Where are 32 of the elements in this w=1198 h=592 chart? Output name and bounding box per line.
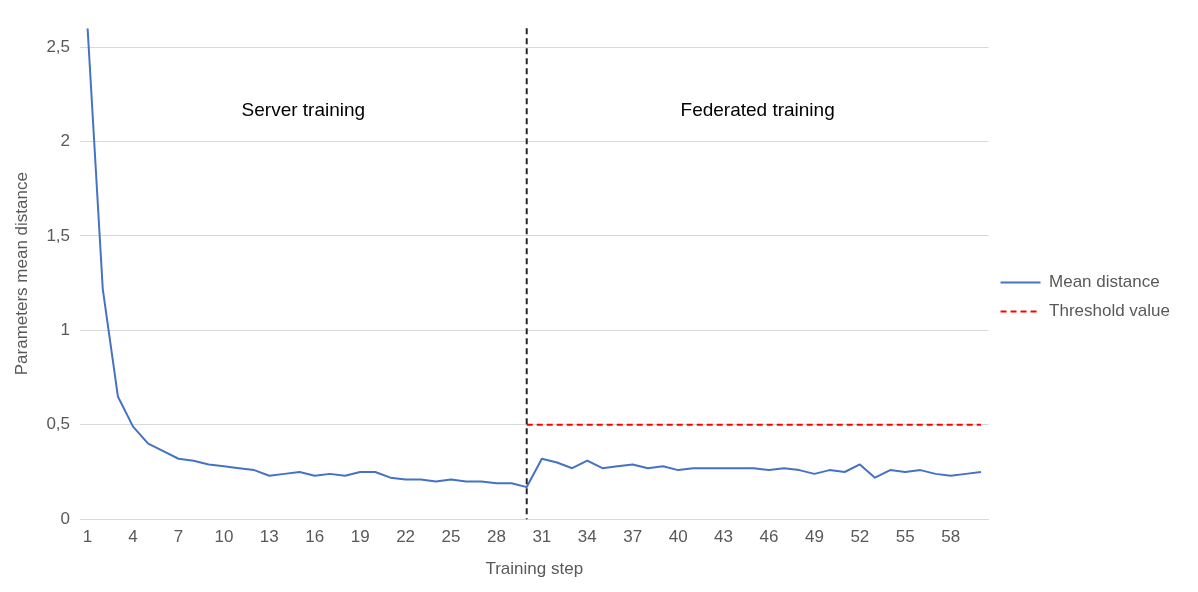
x-tick-label: 25 <box>441 527 461 547</box>
y-tick-label: 0 <box>60 508 71 528</box>
y-tick-label: 1 <box>60 320 71 340</box>
x-tick-label: 22 <box>396 527 416 547</box>
x-tick-label: 37 <box>623 527 643 547</box>
x-tick-label: 4 <box>128 527 138 547</box>
annotation: Server training <box>241 99 366 121</box>
x-axis-title: Training step <box>485 559 584 579</box>
x-tick-label: 28 <box>486 527 506 547</box>
x-tick-label: 58 <box>941 527 961 547</box>
x-tick-label: 1 <box>82 527 93 547</box>
x-tick-label: 19 <box>350 527 370 547</box>
x-tick-label: 43 <box>714 527 734 547</box>
x-tick-label: 46 <box>759 527 779 547</box>
y-tick-label: 2 <box>60 131 71 151</box>
x-tick-label: 55 <box>895 527 915 547</box>
legend-label: Mean distance <box>1049 272 1160 292</box>
x-tick-label: 52 <box>850 527 870 547</box>
x-tick-label: 31 <box>532 527 552 547</box>
x-tick-label: 10 <box>214 527 234 547</box>
x-tick-label: 7 <box>173 527 184 547</box>
legend-label: Threshold value <box>1049 301 1171 321</box>
y-tick-label: 1,5 <box>46 225 71 245</box>
x-tick-label: 49 <box>804 527 824 547</box>
x-tick-label: 34 <box>577 527 597 547</box>
x-tick-label: 40 <box>668 527 688 547</box>
x-tick-label: 16 <box>305 527 325 547</box>
x-tick-label: 13 <box>259 527 279 547</box>
y-axis-title: Parameters mean distance <box>11 172 31 376</box>
y-tick-label: 0,5 <box>46 414 71 434</box>
y-tick-label: 2,5 <box>46 36 71 56</box>
annotation: Federated training <box>680 99 835 121</box>
